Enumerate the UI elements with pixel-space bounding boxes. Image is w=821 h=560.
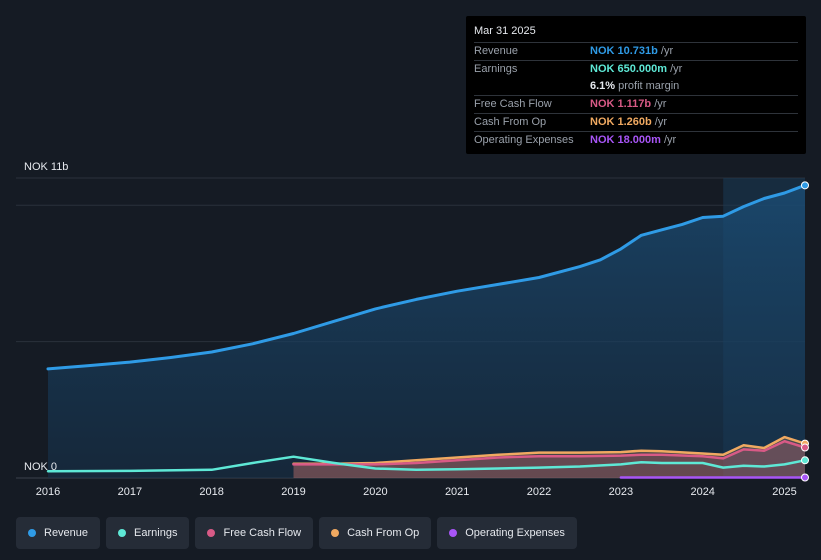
legend-label: Cash From Op bbox=[347, 527, 420, 539]
tooltip-row: Operating Expenses NOK 18.000m /yr bbox=[474, 131, 798, 149]
x-tick-label: 2016 bbox=[36, 486, 60, 498]
tooltip-row-value: NOK 1.117b bbox=[590, 98, 652, 110]
legend-dot-icon bbox=[331, 529, 340, 537]
tooltip-row-label: Revenue bbox=[474, 45, 519, 57]
tooltip-row-value: NOK 10.731b bbox=[590, 45, 658, 57]
operating-expenses-end-point bbox=[801, 473, 809, 482]
tooltip-row: Revenue NOK 10.731b /yr bbox=[474, 42, 798, 60]
tooltip-row-value: NOK 18.000m bbox=[590, 134, 661, 146]
legend-item-cash-from-op[interactable]: Cash From Op bbox=[319, 517, 432, 549]
tooltip-row-label: Operating Expenses bbox=[474, 134, 574, 146]
revenue-area bbox=[48, 185, 805, 479]
legend-label: Operating Expenses bbox=[465, 527, 565, 539]
legend-dot-icon bbox=[118, 529, 127, 537]
tooltip-row-unit: /yr bbox=[651, 98, 667, 110]
legend: Revenue Earnings Free Cash Flow Cash From O… bbox=[16, 517, 577, 549]
tooltip-row-label bbox=[474, 78, 590, 95]
legend-item-operating-expenses[interactable]: Operating Expenses bbox=[437, 517, 577, 549]
legend-dot-icon bbox=[449, 529, 458, 537]
free-cash-flow-end-point bbox=[801, 443, 809, 452]
revenue-line bbox=[46, 183, 807, 371]
tooltip-row: 6.1% profit margin bbox=[474, 78, 798, 95]
legend-item-free-cash-flow[interactable]: Free Cash Flow bbox=[195, 517, 314, 549]
tooltip-row-unit: profit margin bbox=[615, 80, 680, 92]
legend-label: Earnings bbox=[134, 527, 178, 539]
revenue-end-point bbox=[801, 181, 809, 190]
tooltip-panel: Mar 31 2025 Revenue NOK 10.731b /yr Earnin… bbox=[466, 16, 806, 154]
x-tick-label: 2019 bbox=[281, 486, 305, 498]
earnings-end-point bbox=[801, 456, 809, 465]
y-axis-top-label: NOK 11b bbox=[24, 161, 68, 173]
free-cash-flow-line bbox=[292, 439, 807, 466]
tooltip-row: Earnings NOK 650.000m /yr bbox=[474, 60, 798, 78]
x-tick-label: 2018 bbox=[199, 486, 223, 498]
tooltip-row-label: Free Cash Flow bbox=[474, 98, 552, 110]
cash-from-op-line bbox=[292, 435, 807, 466]
earnings-line bbox=[46, 455, 807, 473]
legend-item-earnings[interactable]: Earnings bbox=[106, 517, 190, 549]
legend-dot-icon bbox=[207, 529, 216, 537]
tooltip-row-label: Earnings bbox=[474, 63, 518, 75]
tooltip-row-value: NOK 1.260b bbox=[590, 116, 652, 128]
x-tick-label: 2020 bbox=[363, 486, 387, 498]
x-tick-label: 2023 bbox=[609, 486, 633, 498]
tooltip-date: Mar 31 2025 bbox=[474, 25, 536, 37]
legend-dot-icon bbox=[28, 529, 36, 537]
legend-label: Free Cash Flow bbox=[223, 527, 302, 539]
x-tick-label: 2025 bbox=[772, 486, 796, 498]
tooltip-row: Cash From Op NOK 1.260b /yr bbox=[474, 113, 798, 131]
x-tick-label: 2022 bbox=[527, 486, 551, 498]
x-tick-label: 2024 bbox=[690, 486, 714, 498]
tooltip-row-unit: /yr bbox=[651, 116, 668, 128]
x-tick-label: 2017 bbox=[118, 486, 142, 498]
y-axis-bottom-label: NOK 0 bbox=[24, 461, 57, 473]
tooltip-row-unit: /yr bbox=[660, 134, 677, 146]
legend-item-revenue[interactable]: Revenue bbox=[16, 517, 101, 549]
tooltip-row-value: 6.1% bbox=[590, 80, 616, 92]
tooltip-row-label: Cash From Op bbox=[474, 116, 547, 128]
cash-from-op-area bbox=[293, 437, 805, 478]
x-tick-label: 2021 bbox=[445, 486, 469, 498]
legend-label: Revenue bbox=[44, 527, 89, 539]
tooltip-row: Free Cash Flow NOK 1.117b /yr bbox=[474, 95, 798, 113]
tooltip-row-unit: /yr bbox=[657, 45, 674, 57]
tooltip-row-unit: /yr bbox=[667, 63, 683, 75]
tooltip-row-value: NOK 650.000m bbox=[590, 63, 668, 75]
